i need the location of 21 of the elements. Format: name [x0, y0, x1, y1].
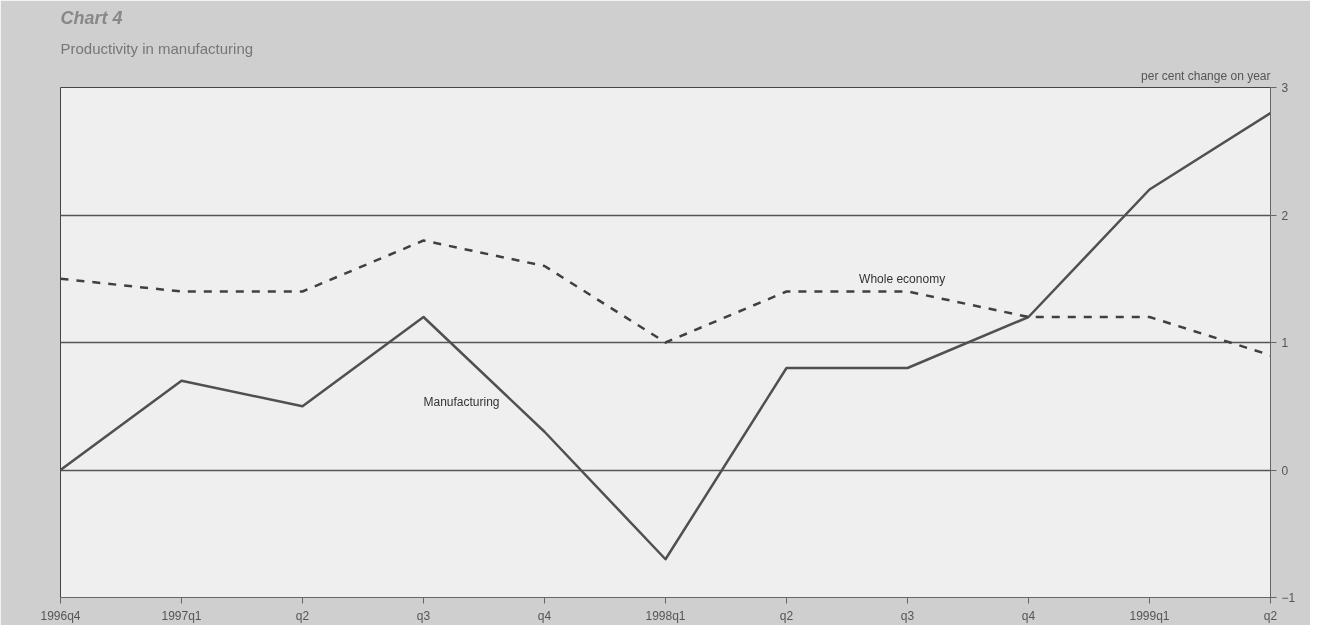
y-tick-label: 1	[1281, 336, 1289, 350]
x-tick-label: 1996q4	[40, 608, 81, 623]
x-tick-label: 1999q1	[1129, 608, 1170, 623]
y-tick-label: 3	[1281, 81, 1289, 95]
x-tick-label: q4	[537, 608, 552, 623]
series-label: Whole economy	[859, 272, 946, 287]
y-axis-title: per cent change on year	[1141, 68, 1271, 83]
y-tick-label: −1	[1281, 591, 1296, 605]
chart-title: Chart 4	[60, 7, 123, 28]
y-tick-label: 2	[1281, 208, 1289, 223]
x-tick-label: q3	[900, 608, 915, 623]
x-tick-label: q4	[1021, 608, 1036, 623]
x-tick-label: q2	[1263, 608, 1278, 623]
x-tick-label: 1998q1	[645, 608, 686, 623]
series-label: Manufacturing	[423, 394, 500, 409]
x-tick-label: q2	[295, 608, 310, 623]
y-tick-label: 0	[1281, 463, 1289, 478]
x-tick-label: q2	[779, 608, 794, 623]
x-tick-label: 1997q1	[161, 608, 202, 623]
chart-subtitle: Productivity in manufacturing	[60, 39, 254, 57]
x-tick-label: q3	[416, 608, 431, 623]
